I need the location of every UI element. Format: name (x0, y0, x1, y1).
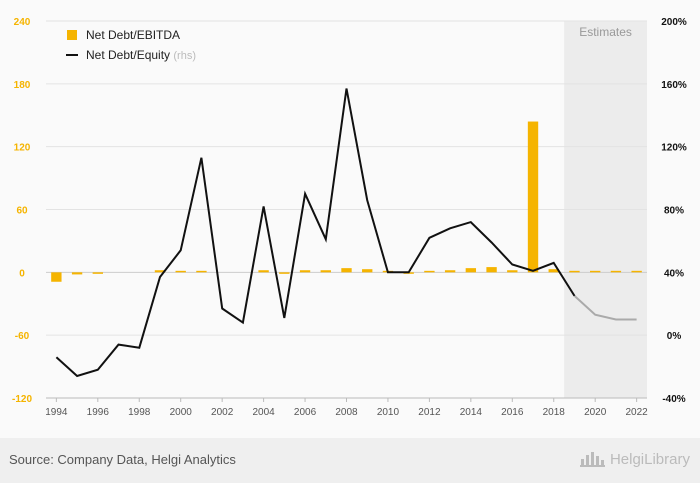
legend-label-bar: Net Debt/EBITDA (86, 28, 180, 42)
helgi-logo-icon (579, 452, 605, 467)
y-left-tick-label: -60 (15, 331, 30, 342)
bar (92, 272, 103, 274)
y-right-tick-label: 120% (661, 143, 687, 154)
y-right-tick-label: 0% (667, 331, 682, 342)
series-line-actual (55, 88, 576, 378)
estimates-label: Estimates (579, 25, 632, 39)
bar (590, 270, 601, 273)
brand-logo: HelgiLibrary (579, 450, 690, 468)
legend-label-rhs: (rhs) (173, 50, 196, 62)
y-right-tick-label: 40% (664, 268, 684, 279)
bar (258, 270, 269, 273)
bar (527, 121, 539, 273)
bar (444, 270, 456, 273)
legend-swatch-bar (67, 30, 77, 40)
x-tick-label: 2000 (170, 407, 193, 418)
bar (51, 272, 62, 282)
series-line-estimates (573, 295, 637, 321)
x-tick-label: 2016 (501, 407, 524, 418)
y-left-tick-label: -120 (12, 394, 32, 405)
x-tick-label: 2002 (211, 407, 234, 418)
bar (154, 270, 166, 273)
y-left-tick-label: 180 (14, 80, 31, 91)
y-left-tick-label: 240 (14, 17, 31, 28)
x-tick-label: 2014 (460, 407, 483, 418)
x-tick-label: 1996 (87, 407, 110, 418)
chart: Estimates -120 -60 0 60 120 180 240 -40% 0% 40% 80%… (12, 17, 687, 418)
x-tick-label: 1994 (45, 407, 68, 418)
x-tick-label: 1998 (128, 407, 151, 418)
x-tick-label: 2004 (252, 407, 275, 418)
y-right-tick-label: 160% (661, 80, 687, 91)
y-left-tick-label: 120 (14, 143, 31, 154)
bar (175, 270, 186, 273)
bar (486, 267, 497, 273)
bar (465, 268, 477, 273)
bar (610, 270, 622, 273)
x-tick-label: 2018 (543, 407, 566, 418)
x-tick-label: 2006 (294, 407, 317, 418)
x-tick-label: 2020 (584, 407, 607, 418)
legend-label-line: Net Debt/Equity (rhs) (86, 48, 196, 62)
bar (196, 270, 207, 273)
bar (424, 270, 435, 273)
y-left-tick-label: 60 (16, 206, 28, 217)
footer: Source: Company Data, Helgi Analytics He… (0, 438, 700, 483)
bar (569, 270, 580, 273)
brand-name: HelgiLibrary (609, 450, 690, 468)
x-tick-label: 2012 (418, 407, 441, 418)
x-tick-label: 2008 (335, 407, 358, 418)
bar (548, 269, 559, 273)
y-right-tick-label: 200% (661, 17, 687, 28)
x-tick-label: 2010 (377, 407, 400, 418)
bar (71, 272, 83, 275)
bar (631, 270, 642, 273)
x-tick-label: 2022 (626, 407, 649, 418)
bar (362, 269, 373, 273)
y-right-tick-label: 80% (664, 206, 684, 217)
bar (341, 268, 352, 273)
source-text: Source: Company Data, Helgi Analytics (9, 452, 236, 467)
bar (320, 270, 331, 273)
y-right-tick-label: -40% (662, 394, 685, 405)
bar (279, 272, 290, 274)
bar (507, 270, 518, 273)
y-left-tick-label: 0 (19, 268, 25, 279)
bar (299, 270, 311, 273)
